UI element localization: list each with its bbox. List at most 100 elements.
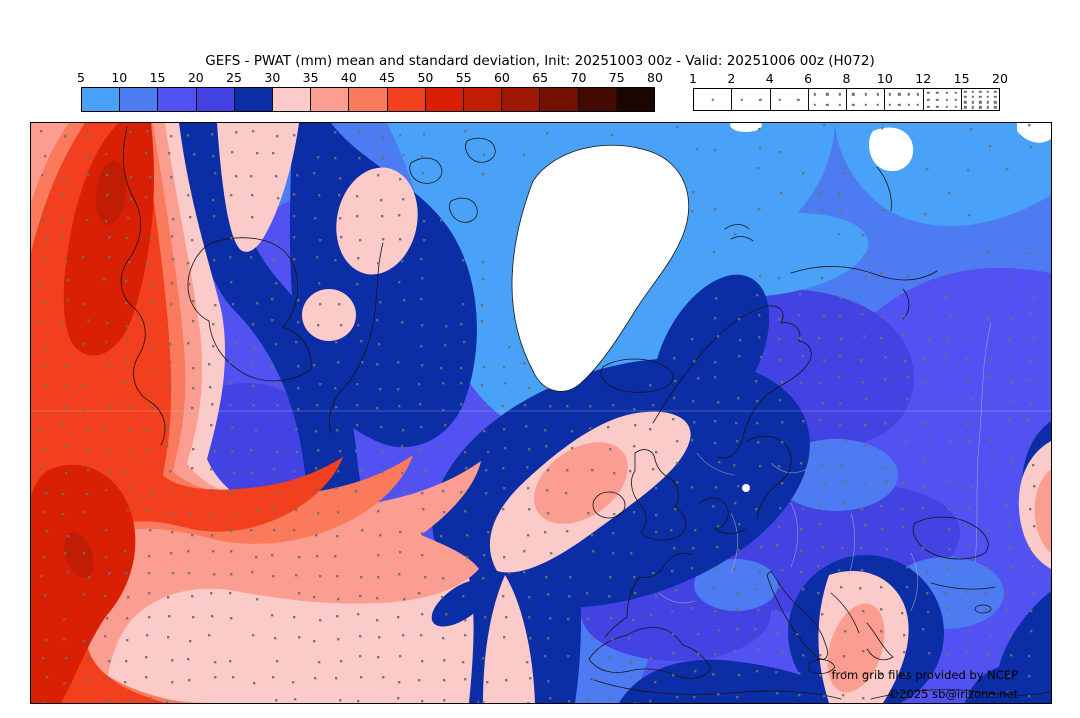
region-55-60mm-spot-north <box>95 161 127 225</box>
region-below-5mm-white <box>512 123 1051 492</box>
colorbar-tick-label: 75 <box>608 70 625 85</box>
stipple-dot <box>888 103 892 106</box>
greenland-white <box>512 145 689 392</box>
stipple-legend-tick-label: 12 <box>915 71 932 86</box>
stipple-dots-std-dev <box>40 124 1036 703</box>
stipple-dot <box>926 98 930 101</box>
colorbar-cell <box>578 88 617 111</box>
stipple-dot <box>852 93 855 96</box>
colorbar <box>81 87 655 112</box>
region-alps-10-15mm <box>694 559 778 611</box>
stipple-dot <box>876 103 880 106</box>
stipple-dot <box>979 95 982 99</box>
stipple-dot <box>979 90 982 93</box>
stipple-dot <box>898 93 901 96</box>
stipple-dot <box>876 93 880 96</box>
colorbar-cell <box>464 88 503 111</box>
chart-title: GEFS - PWAT (mm) mean and standard devia… <box>205 53 875 69</box>
stipple-dot <box>936 105 939 108</box>
stipple-dot <box>971 100 975 104</box>
stipple-legend-tick-label: 10 <box>876 71 893 86</box>
stipple-dot <box>986 95 990 99</box>
colorbar-cell <box>425 88 465 111</box>
stipple-legend-tick-label: 4 <box>765 71 774 86</box>
stipple-dot <box>945 105 948 108</box>
stipple-dot <box>907 93 910 96</box>
colorbar-tick-label: 35 <box>302 70 319 85</box>
colorbar-cell <box>540 88 579 111</box>
stipple-dot <box>971 90 975 93</box>
colorbar-tick-labels: 5 10 15 20 25 30 35 40 45 50 55 60 65 70 75 80 <box>77 70 663 85</box>
colorbar-tick-label: 5 <box>77 70 85 85</box>
stipple-legend-cell <box>771 89 809 110</box>
stipple-dot <box>907 103 910 106</box>
colorbar-tick-label: 70 <box>570 70 587 85</box>
stipple-dot <box>864 93 867 96</box>
stipple-dot <box>916 93 920 96</box>
stipple-legend-cell <box>694 89 733 110</box>
stipple-legend-tick-label: 1 <box>689 71 697 86</box>
alps-white-dot <box>742 484 750 492</box>
stipple-dot <box>994 106 997 109</box>
colorbar-tick-label: 80 <box>647 70 663 85</box>
stipple-dot <box>964 106 967 109</box>
colorbar-tick-label: 50 <box>417 70 434 85</box>
stipple-dot <box>813 93 817 96</box>
stipple-dot <box>826 93 829 96</box>
colorbar-cell <box>120 88 159 111</box>
stipple-dot <box>994 90 997 93</box>
colorbar-tick-label: 55 <box>455 70 472 85</box>
stipple-dot <box>964 90 967 93</box>
colorbar-tick-label: 60 <box>493 70 510 85</box>
colorbar-cell <box>196 88 235 111</box>
stipple-dot <box>813 103 817 106</box>
stipple-dot <box>838 103 841 106</box>
stipple-dot <box>994 100 997 104</box>
stipple-dot <box>864 103 867 106</box>
stipple-dot <box>994 95 997 99</box>
stipple-legend-cell <box>732 89 771 110</box>
stipple-dot <box>971 106 975 109</box>
stipple-dot <box>740 98 743 101</box>
colorbar-cell <box>234 88 274 111</box>
stipple-dot <box>898 103 901 106</box>
colorbar-tick-label: 25 <box>226 70 243 85</box>
colorbar-cell <box>273 88 312 111</box>
colorbar-tick-label: 65 <box>532 70 549 85</box>
stipple-legend-tick-label: 20 <box>992 71 1008 86</box>
stipple-dot <box>936 91 939 94</box>
stipple-dot <box>945 98 948 101</box>
region-svalbard-5-10mm <box>673 213 869 297</box>
stipple-dot <box>979 100 982 104</box>
stipple-legend-cell <box>962 89 999 110</box>
stipple-dot <box>964 100 967 104</box>
stipple-dot <box>986 100 990 104</box>
stipple-dot <box>797 98 800 101</box>
stipple-dot <box>826 103 829 106</box>
stipple-dot <box>954 91 958 94</box>
stipple-dot <box>979 106 982 109</box>
stipple-legend-cell <box>924 89 962 110</box>
stipple-dot <box>711 98 714 101</box>
credit-copyright: ©2025 sb@irizone.net <box>887 687 1018 701</box>
colorbar-cell <box>349 88 388 111</box>
stipple-dot <box>926 91 930 94</box>
stipple-dot <box>888 93 892 96</box>
stipple-dot <box>971 95 975 99</box>
colorbar-tick-label: 10 <box>111 70 128 85</box>
colorbar-tick-label: 40 <box>340 70 357 85</box>
stipple-dot <box>964 95 967 99</box>
credits: from grib files provided by NCEP ©2025 s… <box>618 668 1019 708</box>
colorbar-cell <box>616 88 655 111</box>
region-darkred-core-north-50-55mm <box>63 123 154 356</box>
stipple-dot <box>945 91 948 94</box>
colorbar-cell <box>502 88 541 111</box>
country-borders <box>658 322 992 612</box>
credit-source: from grib files provided by NCEP <box>831 668 1019 682</box>
stipple-dot <box>778 98 782 101</box>
weather-map <box>30 122 1052 704</box>
stipple-legend-cell <box>809 89 847 110</box>
colorbar-cell <box>158 88 197 111</box>
colorbar-cell <box>311 88 350 111</box>
stipple-legend-cell <box>885 89 924 110</box>
